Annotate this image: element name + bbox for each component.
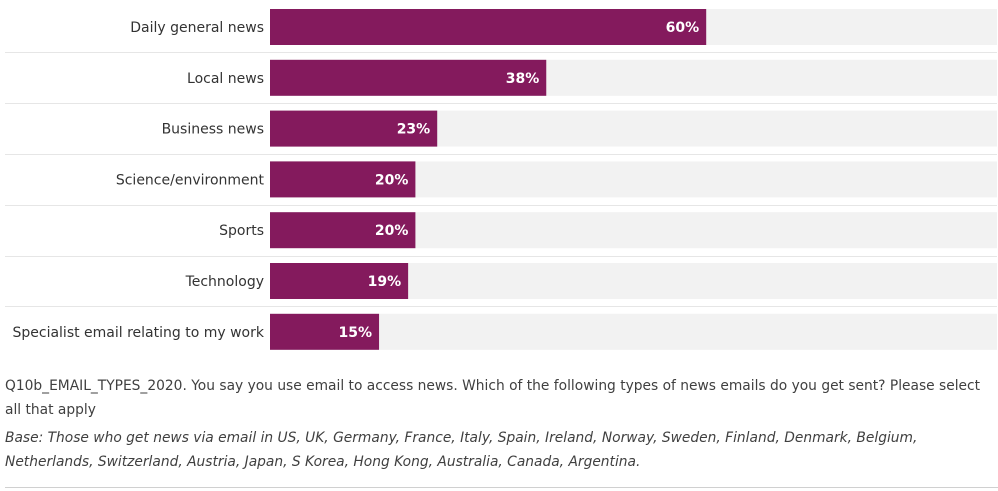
bar-track [270,313,997,350]
category-label: Science/environment [116,172,265,188]
bar [270,161,416,198]
bar [270,212,416,249]
bar-chart: Daily general news 60% Local news 38% Busine… [5,9,997,350]
value-label: 60% [666,20,700,36]
value-label: 23% [397,122,431,138]
base-note: Base: Those who get news via email in US… [5,430,918,470]
question-text: Q10b_EMAIL_TYPES_2020. You say you use e… [5,378,981,418]
value-label: 19% [368,274,402,290]
value-label: 38% [506,71,540,87]
bar [270,110,438,147]
value-label: 15% [339,325,373,341]
category-label: Business news [162,122,264,138]
value-label: 20% [375,223,409,239]
category-label: Daily general news [130,20,264,36]
category-label: Specialist email relating to my work [12,325,264,341]
bar [270,59,547,96]
bar [270,313,380,350]
category-label: Technology [185,274,264,290]
footer-divider [5,487,998,488]
value-label: 20% [375,172,409,188]
bar [270,263,409,299]
category-label: Local news [187,71,264,87]
category-label: Sports [219,223,264,239]
bar [270,9,707,45]
